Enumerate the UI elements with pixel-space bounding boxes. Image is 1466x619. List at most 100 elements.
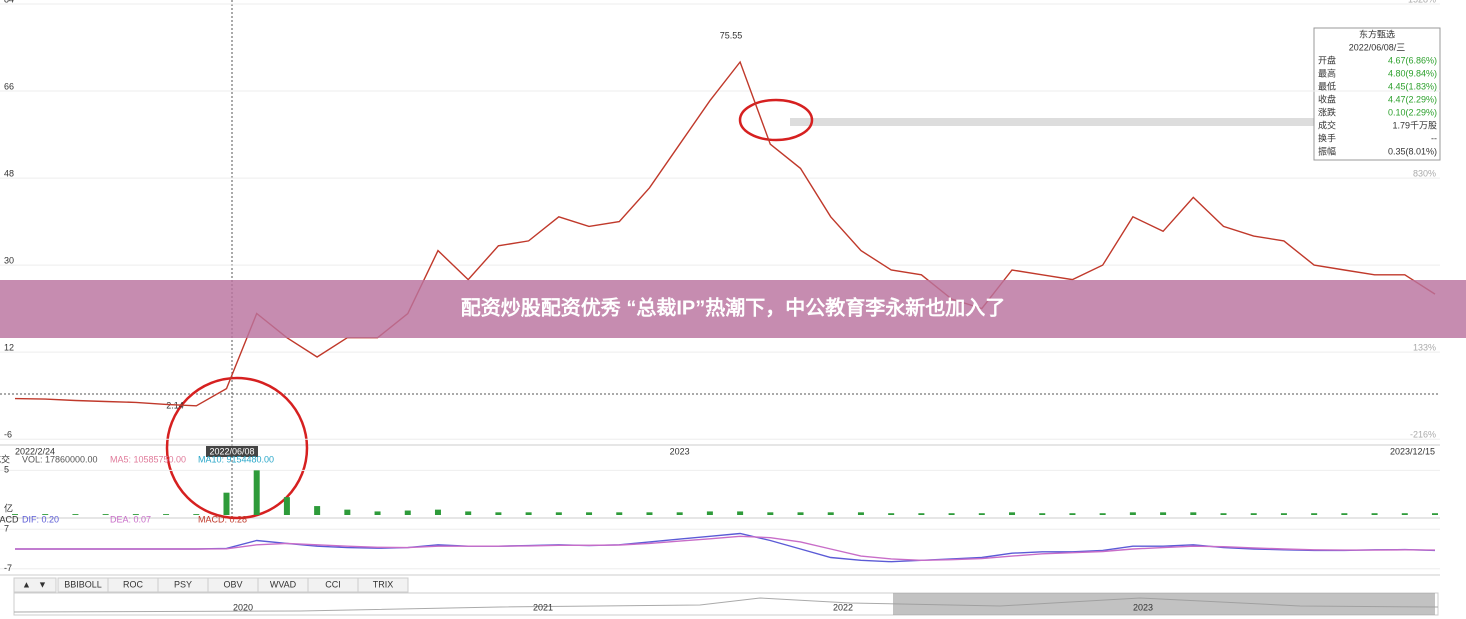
volume-bar xyxy=(1039,513,1046,515)
y-tick-label: 48 xyxy=(4,168,14,178)
volume-bar xyxy=(1250,513,1257,515)
y2-tick-label: 1528% xyxy=(1408,0,1436,4)
volume-bar xyxy=(978,513,985,515)
volume-bar xyxy=(555,512,562,515)
readout: MACD: 0.28 xyxy=(198,514,247,524)
tab xyxy=(357,577,409,593)
tab-label[interactable]: BBIBOLL xyxy=(64,579,102,589)
y-tick-label: 5 xyxy=(4,465,9,475)
navigator-selection[interactable] xyxy=(893,593,1435,615)
tooltip-key: 振幅 xyxy=(1318,145,1336,156)
readout: MA5: 10585750.00 xyxy=(110,454,186,464)
volume-bar xyxy=(616,512,623,515)
volume-bar xyxy=(12,514,18,515)
volume-bar xyxy=(1311,513,1318,515)
crosshair-date: 2022/06/08 xyxy=(209,446,254,456)
arrow-up[interactable]: ▲ xyxy=(22,579,31,589)
volume-bar xyxy=(374,511,381,515)
volume-bar xyxy=(676,512,683,515)
volume-bar xyxy=(1280,513,1287,515)
volume-bar xyxy=(42,514,49,515)
volume-bar xyxy=(102,514,109,515)
volume-bar xyxy=(1371,513,1378,515)
readout: VOL: 17860000.00 xyxy=(22,454,98,464)
volume-bar xyxy=(767,512,774,515)
tooltip-key: 最低 xyxy=(1318,80,1336,91)
volume-bar xyxy=(314,506,321,515)
tooltip-value: 0.35(8.01%) xyxy=(1388,146,1437,156)
volume-bar xyxy=(465,511,472,515)
tooltip-key: 最高 xyxy=(1318,67,1336,78)
volume-bar xyxy=(1160,512,1167,515)
tooltip-value: 1.79千万股 xyxy=(1392,120,1437,130)
tooltip-key: 成交 xyxy=(1318,119,1336,130)
tooltip-title: 东方甄选 xyxy=(1359,28,1395,39)
y2-tick-label: 830% xyxy=(1413,169,1436,179)
navigator-year: 2021 xyxy=(533,602,553,612)
tooltip-value: 4.80(9.84%) xyxy=(1388,68,1437,78)
panel-label: MACD xyxy=(0,514,19,524)
annotation-circle xyxy=(165,376,309,520)
navigator-year: 2023 xyxy=(1133,602,1153,612)
volume-bar xyxy=(253,470,260,515)
volume-bar xyxy=(344,509,351,515)
volume-bar xyxy=(646,512,653,515)
panel-label: 成交 xyxy=(0,453,10,464)
volume-bar xyxy=(1009,512,1016,515)
volume-bar xyxy=(1220,513,1227,515)
tooltip-value: 4.45(1.83%) xyxy=(1388,81,1437,91)
unit-label: 亿 xyxy=(4,502,13,513)
volume-bar xyxy=(918,513,925,515)
volume-bar xyxy=(1401,513,1408,515)
arrow-down[interactable]: ▼ xyxy=(38,579,47,589)
readout: DEA: 0.07 xyxy=(110,514,151,524)
navigator-year: 2020 xyxy=(233,602,253,612)
tab-label[interactable]: PSY xyxy=(174,579,192,589)
volume-bar xyxy=(72,514,79,515)
y2-tick-label: 133% xyxy=(1413,343,1436,353)
volume-bar xyxy=(1432,513,1438,515)
tab-label[interactable]: WVAD xyxy=(270,579,297,589)
volume-bar xyxy=(1341,513,1348,515)
volume-bar xyxy=(163,514,170,515)
tooltip-box xyxy=(1313,27,1441,161)
x-tick-label: 2022/2/24 xyxy=(15,446,55,456)
tooltip-key: 收盘 xyxy=(1318,93,1336,104)
tooltip-date: 2022/06/08/三 xyxy=(1349,42,1406,52)
y-tick-label: -6 xyxy=(4,430,12,440)
volume-bar xyxy=(404,510,411,515)
x-tick-label: 2023 xyxy=(670,446,690,456)
volume-bar xyxy=(1099,513,1106,515)
volume-bar xyxy=(1190,512,1197,515)
tab-label[interactable]: ROC xyxy=(123,579,144,589)
tab-arrows[interactable] xyxy=(13,577,57,593)
tooltip-value: 4.47(2.29%) xyxy=(1388,94,1437,104)
readout: DIF: 0.20 xyxy=(22,514,59,524)
volume-bar xyxy=(223,492,230,515)
volume-bar xyxy=(525,512,532,515)
y-tick-label: -7 xyxy=(4,563,12,573)
volume-bar xyxy=(827,512,834,515)
tooltip-key: 换手 xyxy=(1318,132,1336,143)
y-tick-label: 7 xyxy=(4,524,9,534)
volume-bar xyxy=(586,512,593,515)
y2-tick-label: -216% xyxy=(1410,430,1436,440)
y-tick-label: 66 xyxy=(4,81,14,91)
y-tick-label: 12 xyxy=(4,343,14,353)
volume-bar xyxy=(888,513,895,515)
y-tick-label: 30 xyxy=(4,255,14,265)
tooltip-key: 开盘 xyxy=(1318,54,1336,65)
tab-label[interactable]: TRIX xyxy=(373,579,394,589)
volume-bar xyxy=(1129,512,1136,515)
volume-bar xyxy=(283,497,290,515)
tab-label[interactable]: OBV xyxy=(223,579,242,589)
x-tick-label: 2023/12/15 xyxy=(1390,446,1435,456)
price-band xyxy=(790,118,1315,126)
y-tick-label: 84 xyxy=(4,0,14,4)
price-line xyxy=(15,532,1436,563)
volume-bar xyxy=(737,511,744,515)
tooltip: 东方甄选 2022/06/08/三 xyxy=(1313,27,1441,161)
tab-label[interactable]: CCI xyxy=(325,579,341,589)
